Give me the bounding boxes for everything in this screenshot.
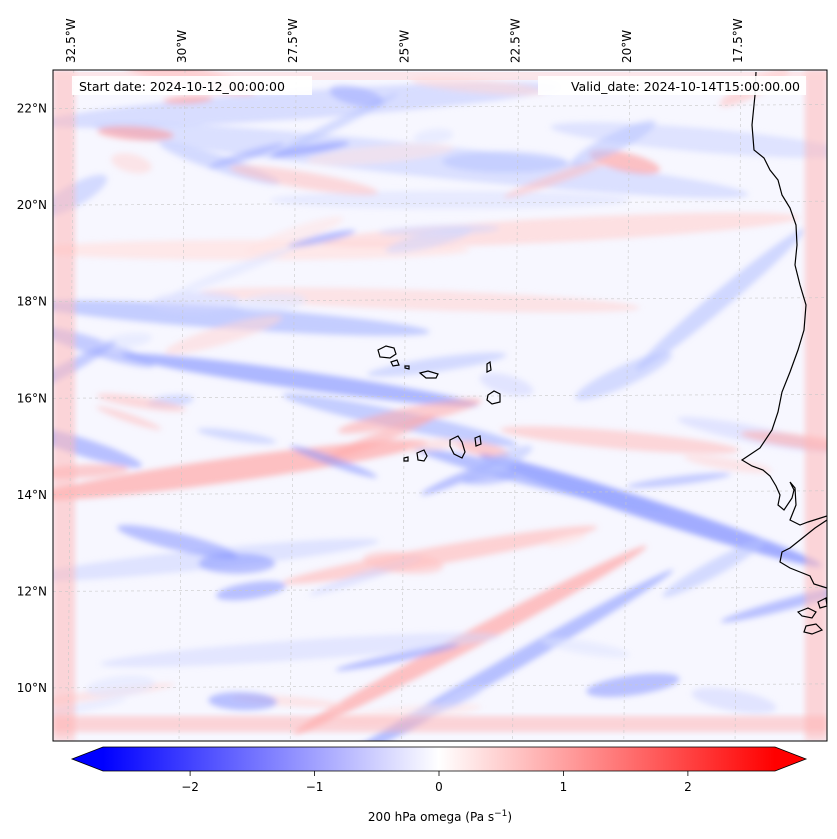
colorbar-gradient: [103, 747, 775, 771]
lon-gridline-0: [67, 70, 75, 741]
start-date-label: Start date: 2024-10-12_00:00:00: [79, 79, 285, 94]
lon-tick-label-0: 32.5°W: [64, 18, 78, 63]
coastline: [377, 71, 827, 635]
colorbar-ticks: −2 −1 0 1 2: [181, 771, 692, 794]
start-date-box: [72, 76, 312, 95]
colorbar: −2 −1 0 1 2 200 hPa omega (Pa s−1): [70, 746, 808, 824]
lat-tick-label-2: 18°N: [17, 295, 47, 309]
lon-tick-label-5: 20°W: [620, 30, 634, 63]
colorbar-tick-label-4: 2: [684, 780, 692, 794]
lon-gridline-3: [401, 70, 408, 741]
santiago-island: [449, 435, 466, 459]
map-area: Start date: 2024-10-12_00:00:00 Valid_da…: [52, 69, 828, 742]
lon-gridline-1: [178, 70, 186, 741]
colorbar-tick-label-3: 1: [560, 780, 568, 794]
lon-gridline-2: [289, 70, 297, 741]
valid-date-box: [538, 76, 806, 95]
lat-tick-label-0: 22°N: [17, 102, 47, 116]
lon-tick-label-1: 30°W: [175, 30, 189, 63]
sao-vicente-island: [390, 359, 400, 367]
latitude-tick-labels: 22°N 20°N 18°N 16°N 14°N 12°N 10°N: [17, 102, 47, 695]
lon-tick-label-4: 22.5°W: [509, 18, 523, 63]
sal-island: [486, 360, 492, 373]
guinea-bissau-coast: [779, 519, 827, 589]
bijagos-islands: [796, 597, 827, 635]
lat-tick-label-4: 14°N: [17, 488, 47, 502]
lat-tick-label-1: 20°N: [17, 198, 47, 212]
colorbar-tick-label-0: −2: [181, 780, 199, 794]
sao-nicolau-island: [418, 370, 439, 379]
maio-island: [474, 435, 482, 447]
colorbar-high-extend: [775, 747, 806, 771]
omega-field: [53, 70, 827, 741]
colorbar-tick-label-2: 0: [435, 780, 443, 794]
lat-tick-label-3: 16°N: [17, 391, 47, 405]
lon-tick-label-2: 27.5°W: [286, 18, 300, 63]
colorbar-tick-label-1: −1: [306, 780, 324, 794]
lon-tick-label-3: 25°W: [397, 30, 411, 63]
colorbar-low-extend: [72, 747, 103, 771]
lat-tick-label-5: 12°N: [17, 584, 47, 598]
longitude-tick-labels: 32.5°W 30°W 27.5°W 25°W 22.5°W 20°W 17.5°W: [64, 18, 745, 63]
colorbar-outline: [70, 746, 808, 772]
lon-gridline-6: [734, 70, 742, 741]
brava-island: [403, 456, 409, 462]
lon-gridline-4: [512, 70, 519, 741]
santo-antao-island: [377, 345, 397, 359]
lat-tick-label-6: 10°N: [17, 681, 47, 695]
boa-vista-island: [486, 390, 501, 405]
lon-gridline-5: [623, 70, 631, 741]
valid-date-label: Valid_date: 2024-10-14T15:00:00.00: [571, 79, 800, 94]
africa-coastline: [740, 71, 827, 526]
santa-luzia-island: [404, 365, 410, 370]
colorbar-title: 200 hPa omega (Pa s−1): [368, 809, 512, 824]
gridlines: [53, 70, 827, 741]
lon-tick-label-6: 17.5°W: [731, 18, 745, 63]
fogo-island: [416, 449, 428, 462]
map-frame: [52, 69, 828, 742]
